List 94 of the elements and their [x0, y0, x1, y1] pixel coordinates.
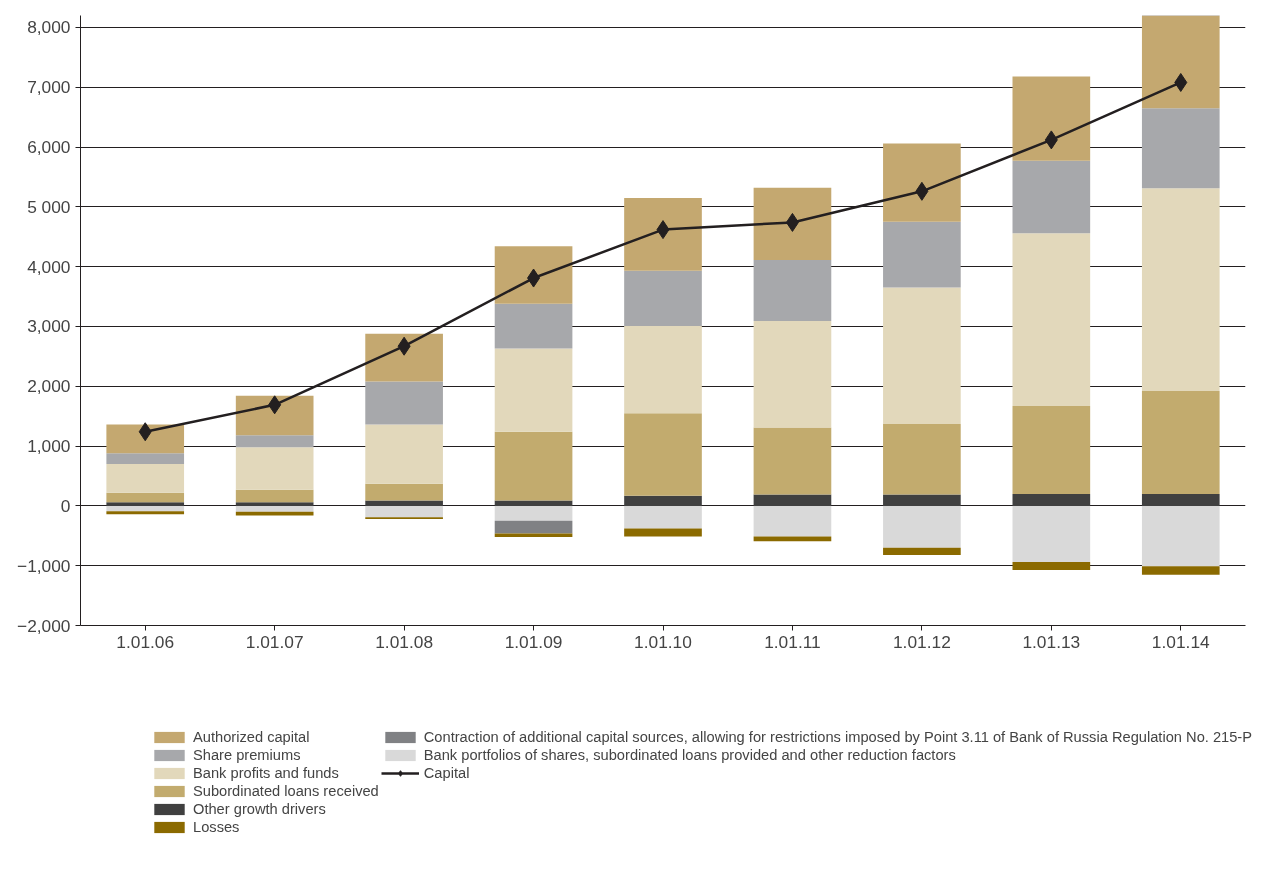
x-tick-label: 1.01.10 [634, 631, 692, 652]
x-tick-label: 1.01.08 [375, 631, 434, 652]
x-tick-label: 1.01.11 [764, 631, 821, 652]
bar [883, 221, 961, 288]
y-tick-label: 8,000 [27, 17, 71, 38]
bar [1012, 76, 1091, 161]
bar [1141, 566, 1220, 575]
bar [494, 520, 573, 534]
bar [883, 505, 961, 548]
bar [753, 187, 832, 261]
x-tick-label: 1.01.07 [245, 631, 304, 652]
bar [883, 547, 961, 555]
bar [624, 495, 702, 506]
bar [624, 270, 702, 326]
y-tick-label: 2,000 [27, 376, 71, 397]
bar [1141, 391, 1220, 494]
bar [494, 303, 573, 349]
y-tick-label: 4,000 [27, 256, 71, 277]
bar [1141, 15, 1220, 109]
bar [624, 505, 702, 529]
y-tick-label: 0 [60, 495, 71, 516]
bar [1012, 505, 1091, 563]
bar [624, 197, 702, 271]
bar [235, 435, 314, 448]
bar [1141, 108, 1220, 189]
bar [235, 447, 314, 490]
x-tick-label: 1.01.06 [116, 631, 175, 652]
bar [494, 348, 573, 432]
legend-label: Other growth drivers [193, 801, 326, 817]
bar [106, 453, 185, 465]
y-tick-label: 5 000 [27, 196, 71, 217]
legend-label: Authorized capital [193, 729, 310, 745]
bar [365, 483, 443, 501]
bar [106, 492, 185, 503]
bar [365, 333, 443, 382]
bar [883, 143, 961, 222]
y-tick-label: 6,000 [27, 137, 71, 158]
bar [753, 536, 832, 542]
legend-label: Bank profits and funds [193, 765, 339, 781]
bar [883, 423, 961, 495]
bar [1012, 233, 1091, 407]
bar [235, 395, 314, 436]
legend-label: Bank portfolios of shares, subordinated loans provided and other reduction factors [423, 747, 956, 763]
bar [624, 413, 702, 496]
bar [753, 260, 832, 322]
bar [1141, 505, 1220, 567]
bar [753, 321, 832, 428]
bar [1012, 160, 1091, 234]
bar [365, 381, 443, 425]
bar [1012, 493, 1091, 506]
point [1174, 72, 1188, 92]
bar [883, 287, 961, 424]
y-tick-label: 7,000 [27, 77, 71, 98]
bar [494, 246, 573, 304]
bar [624, 325, 702, 414]
bar [235, 505, 314, 512]
bar [106, 505, 185, 512]
bar [106, 502, 185, 506]
bar [1141, 188, 1220, 392]
bar [753, 505, 832, 537]
bar [624, 528, 702, 537]
y-tick-label: 1,000 [27, 436, 71, 457]
bar [1141, 493, 1220, 506]
bar [1012, 406, 1091, 494]
point [268, 395, 282, 415]
bar [106, 511, 185, 515]
bar [753, 494, 832, 506]
legend-label: Share premiums [193, 747, 301, 763]
y-tick-label: −1,000 [17, 555, 71, 576]
bar [494, 533, 573, 537]
bar [883, 494, 961, 506]
x-tick-label: 1.01.13 [1022, 631, 1081, 652]
bar [106, 464, 185, 493]
x-tick-label: 1.01.12 [892, 631, 951, 652]
bar [235, 489, 314, 503]
bar [494, 500, 573, 506]
x-tick-label: 1.01.14 [1151, 631, 1211, 652]
legend-label: Losses [193, 819, 240, 835]
point [1044, 130, 1058, 150]
bar [365, 500, 443, 506]
bar [235, 502, 314, 506]
legend-label: Contraction of additional capital sources, allowing for restrictions imposed by Point 3.11 of Bank of Russia Regulation No. 215-P [423, 729, 1253, 745]
legend-label: Capital [423, 765, 470, 781]
x-tick-label: 1.01.09 [504, 631, 563, 652]
bar [365, 424, 443, 484]
bar [494, 505, 573, 521]
bar [1012, 562, 1091, 570]
y-tick-label: 3,000 [27, 316, 71, 337]
bar [753, 427, 832, 495]
legend-label: Subordinated loans received [193, 783, 379, 799]
point [397, 336, 411, 356]
y-tick-label: −2,000 [17, 615, 71, 636]
bar [365, 505, 443, 518]
bar [494, 431, 573, 501]
